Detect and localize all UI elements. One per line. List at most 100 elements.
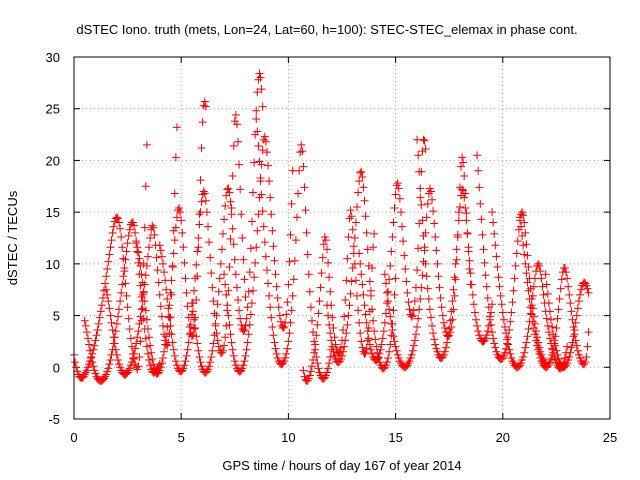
data-point	[139, 314, 148, 323]
data-point	[489, 218, 498, 227]
data-point	[200, 189, 209, 198]
data-point	[431, 232, 440, 241]
data-point	[176, 208, 185, 217]
data-point	[270, 338, 279, 347]
data-point	[508, 357, 517, 366]
data-point	[537, 357, 546, 366]
data-point	[454, 208, 463, 217]
data-point	[509, 286, 518, 295]
data-point	[547, 315, 556, 324]
data-point	[399, 237, 408, 246]
data-point	[251, 258, 260, 267]
data-point	[178, 366, 187, 375]
data-point	[351, 276, 360, 285]
data-point	[149, 360, 158, 369]
data-point	[153, 266, 162, 275]
data-point	[388, 326, 397, 335]
data-point	[483, 327, 492, 336]
data-point	[472, 315, 480, 324]
data-point	[282, 349, 291, 358]
data-point	[426, 187, 435, 196]
data-point	[299, 162, 308, 171]
data-point	[541, 270, 550, 279]
data-point	[90, 341, 99, 350]
data-point	[515, 213, 524, 222]
data-point	[202, 367, 211, 376]
series-9	[299, 206, 379, 385]
data-point	[453, 230, 462, 239]
data-point	[567, 307, 576, 316]
data-point	[132, 239, 141, 248]
data-point	[322, 245, 331, 254]
data-point	[284, 280, 293, 289]
data-point	[141, 271, 150, 280]
data-point	[484, 303, 493, 312]
data-point	[500, 322, 509, 331]
data-point	[139, 287, 148, 296]
data-point	[324, 258, 333, 267]
data-point	[360, 301, 369, 310]
data-point	[217, 245, 226, 254]
data-point	[216, 259, 225, 268]
data-point	[310, 348, 319, 357]
data-point	[202, 208, 211, 217]
data-point	[356, 329, 365, 338]
data-point	[555, 358, 564, 367]
data-point	[456, 162, 465, 171]
data-point	[578, 359, 587, 368]
data-point	[143, 349, 152, 358]
data-point	[103, 265, 112, 274]
data-point	[448, 297, 457, 306]
data-point	[494, 273, 503, 282]
data-point	[249, 188, 258, 197]
data-point	[404, 298, 413, 307]
data-point	[311, 340, 320, 349]
data-point	[364, 261, 373, 270]
x-tick-label: 10	[281, 430, 295, 445]
data-point	[170, 351, 179, 360]
data-point	[368, 263, 377, 272]
series-17	[541, 270, 593, 372]
data-point	[257, 85, 266, 94]
data-point	[109, 333, 118, 342]
data-point	[245, 268, 254, 277]
grid	[74, 57, 610, 419]
data-point	[305, 287, 314, 296]
data-point	[511, 261, 520, 270]
data-point	[83, 334, 92, 343]
data-point	[91, 336, 100, 345]
data-point	[465, 265, 474, 274]
data-point	[372, 342, 381, 351]
data-point	[525, 295, 534, 304]
data-point	[71, 358, 80, 367]
data-point	[197, 144, 206, 153]
data-point	[384, 287, 393, 296]
data-point	[547, 355, 556, 364]
data-point	[459, 186, 468, 195]
data-point	[341, 296, 350, 305]
data-point	[565, 290, 574, 299]
data-point	[496, 291, 505, 300]
data-point	[381, 279, 390, 288]
data-point	[180, 361, 189, 370]
data-point	[438, 352, 447, 361]
data-point	[357, 167, 366, 176]
data-point	[240, 326, 249, 335]
data-point	[112, 350, 121, 359]
y-tick-label: 5	[53, 309, 60, 324]
data-point	[145, 243, 154, 252]
data-point	[440, 347, 449, 356]
data-point	[388, 232, 397, 241]
data-point	[241, 321, 250, 330]
data-point	[81, 321, 90, 330]
data-point	[489, 334, 498, 343]
data-point	[146, 361, 155, 370]
data-point	[210, 331, 219, 340]
data-point	[175, 204, 184, 213]
data-point	[573, 304, 582, 313]
data-point	[345, 301, 354, 310]
data-point	[487, 308, 496, 317]
data-point	[383, 299, 392, 308]
data-point	[124, 366, 133, 375]
data-point	[106, 243, 115, 252]
